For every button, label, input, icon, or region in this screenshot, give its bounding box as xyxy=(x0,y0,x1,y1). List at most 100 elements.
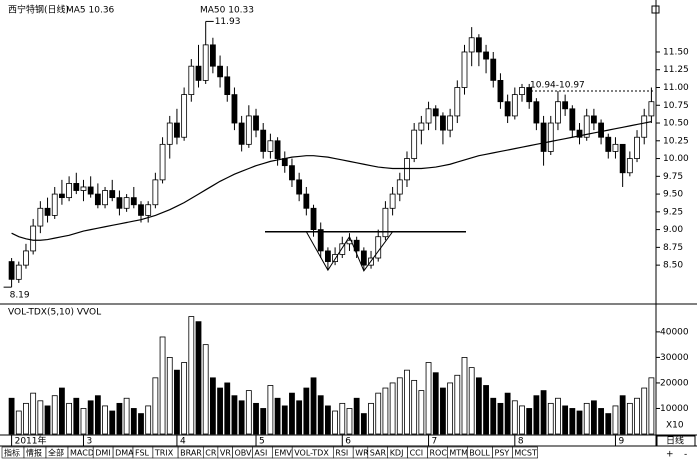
zoom-out[interactable]: - xyxy=(684,450,687,460)
candle-body xyxy=(598,122,604,138)
indicator-tab-label[interactable]: ROC xyxy=(430,449,448,458)
candle-body xyxy=(23,250,29,266)
volume-bar xyxy=(267,385,274,435)
volume-bar xyxy=(389,382,396,435)
indicator-tab-label[interactable]: TRIX xyxy=(154,449,174,458)
volume-bar xyxy=(332,410,338,435)
pattern-line xyxy=(305,231,394,272)
x-tick-label: 5 xyxy=(259,437,265,447)
candle-body xyxy=(475,37,482,53)
volume-bar xyxy=(8,397,15,435)
indicator-tab-label[interactable]: VR xyxy=(220,449,231,458)
candle-body xyxy=(109,190,116,199)
indicator-tab-label[interactable]: EMV xyxy=(274,449,292,458)
x-tick-label: 8 xyxy=(518,437,524,447)
candle-body xyxy=(634,136,640,159)
window-icon[interactable] xyxy=(651,5,660,14)
candle-body xyxy=(490,58,497,81)
candle-body xyxy=(73,183,80,191)
indicator-tab-label[interactable]: CR xyxy=(205,449,217,458)
candle-body xyxy=(253,115,259,131)
volume-bar xyxy=(23,402,29,435)
candle-body xyxy=(353,239,360,252)
candle-body xyxy=(440,115,446,131)
volume-bar xyxy=(73,397,80,435)
candle-body xyxy=(404,158,410,181)
x-tick-label: 3 xyxy=(86,437,92,447)
indicator-tab-label[interactable]: FSL xyxy=(135,449,150,458)
volume-bar xyxy=(238,400,245,435)
volume-bar xyxy=(396,377,403,435)
volume-bar xyxy=(382,387,389,435)
volume-bar xyxy=(519,405,525,435)
indicator-tab-label[interactable]: OBV xyxy=(235,449,253,458)
indicator-tab-label[interactable]: DMI xyxy=(95,449,110,458)
candle-body xyxy=(296,179,303,195)
volume-bar xyxy=(253,402,259,435)
candle-body xyxy=(310,207,317,231)
volume-bar xyxy=(411,379,418,435)
candle-body xyxy=(8,261,15,280)
volume-bar xyxy=(648,377,655,435)
indicator-tab-label[interactable]: MTM xyxy=(449,449,468,458)
indicator-tab-label[interactable]: DMA xyxy=(115,449,134,458)
y-tick-label: 11.25 xyxy=(663,65,689,75)
indicator-tab-label[interactable]: PSY xyxy=(495,449,510,458)
volume-bar xyxy=(109,410,116,435)
candle-body xyxy=(274,140,281,159)
candle-body xyxy=(497,79,504,103)
candle-body xyxy=(360,250,367,266)
indicator-tab-label[interactable]: 情报 xyxy=(26,448,42,458)
candle-body xyxy=(447,115,454,131)
candle-body xyxy=(576,129,583,138)
volume-bar xyxy=(511,400,518,435)
volume-bar xyxy=(123,397,130,435)
indicator-tab-label[interactable]: MCST xyxy=(514,449,537,458)
candle-body xyxy=(59,193,65,199)
volume-bar xyxy=(353,397,360,435)
volume-bar xyxy=(540,390,547,435)
period-label[interactable]: 日线 xyxy=(666,435,684,447)
indicator-tab-label[interactable]: CCI xyxy=(410,449,424,458)
volume-bar xyxy=(116,402,123,435)
indicator-tab-label[interactable]: WR xyxy=(355,449,369,458)
x-tick-label: 7 xyxy=(432,437,438,447)
indicator-tab-label[interactable]: KDJ xyxy=(390,449,404,458)
volume-bar xyxy=(44,405,51,435)
volume-bar xyxy=(641,387,648,435)
indicator-tab[interactable] xyxy=(512,446,538,459)
volume-bar xyxy=(202,344,209,435)
volume-bar xyxy=(152,377,159,435)
indicator-tab-label[interactable]: ASI xyxy=(254,449,267,458)
indicator-tab-label[interactable]: VOL-TDX xyxy=(294,449,329,458)
volume-bar xyxy=(447,382,454,435)
zoom-in[interactable]: + xyxy=(666,450,674,460)
indicator-tab-label[interactable]: BRAR xyxy=(180,449,202,458)
candle-body xyxy=(30,225,37,252)
y-tick-label: 10.75 xyxy=(663,101,689,111)
volume-bar xyxy=(281,405,288,435)
indicator-tab-label[interactable]: MACD xyxy=(70,449,94,458)
candle-body xyxy=(425,108,432,124)
indicator-tab-label[interactable]: BOLL xyxy=(469,449,490,458)
volume-bar xyxy=(619,395,626,435)
volume-bar xyxy=(375,392,382,435)
x-tick-label: 6 xyxy=(345,437,351,447)
volume-bar xyxy=(634,397,640,435)
volume-bar xyxy=(576,410,583,435)
indicator-tab-label[interactable]: RSI xyxy=(335,449,348,458)
candle-body xyxy=(396,179,403,195)
candle-body xyxy=(540,122,547,152)
indicator-tab-label[interactable]: 指标 xyxy=(4,448,20,458)
resistance-label: 10.94-10.97 xyxy=(530,81,585,91)
moving-average xyxy=(11,121,652,241)
candle-body xyxy=(562,101,569,110)
candle-body xyxy=(80,186,87,191)
period-button[interactable] xyxy=(656,435,696,447)
indicator-tab-label[interactable]: SAR xyxy=(370,449,387,458)
candle-body xyxy=(195,65,202,81)
volume-bar xyxy=(425,362,432,435)
volume-bar xyxy=(245,390,252,435)
indicator-tab-label[interactable]: 全部 xyxy=(48,448,64,458)
volume-bar xyxy=(15,410,22,435)
